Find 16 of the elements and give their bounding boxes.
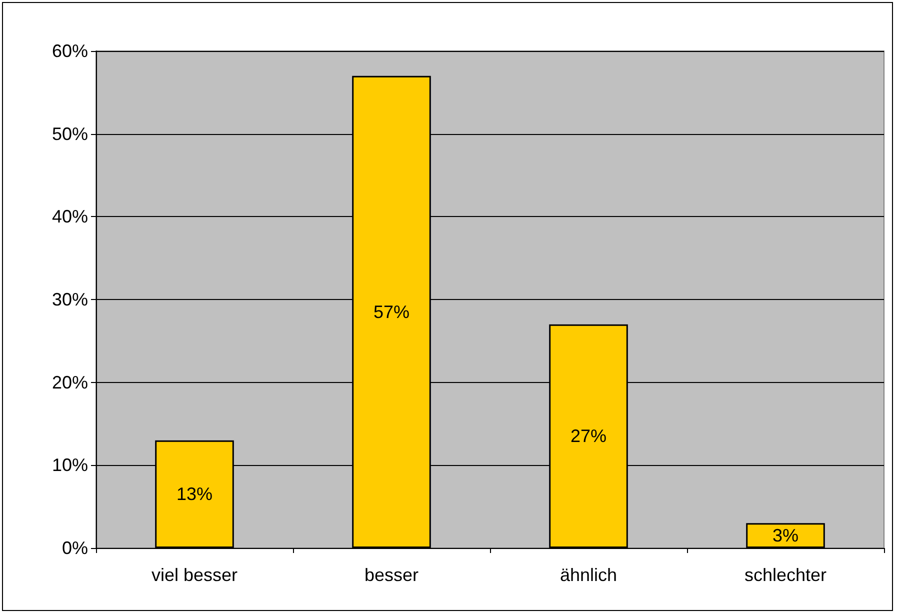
bar (746, 523, 825, 548)
y-tick-label: 30% (52, 290, 88, 310)
data-label: 3% (772, 526, 799, 546)
y-tick-label: 40% (52, 206, 88, 227)
y-tick-label: 20% (52, 372, 88, 392)
data-label: 57% (373, 302, 410, 322)
data-label: 13% (176, 484, 213, 504)
data-label: 27% (570, 426, 607, 446)
y-tick-label: 60% (52, 41, 88, 61)
x-tick-label: ähnlich (560, 565, 618, 585)
y-tick-label: 0% (62, 538, 88, 558)
x-tick-label: viel besser (151, 565, 238, 585)
y-tick-label: 50% (52, 124, 88, 144)
x-tick-label: schlechter (744, 565, 827, 585)
y-tick-label: 10% (52, 455, 88, 476)
x-tick-label: besser (364, 565, 419, 585)
